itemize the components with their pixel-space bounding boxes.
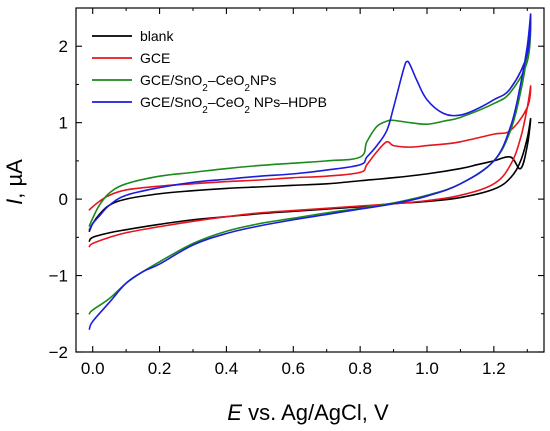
x-tick-label: 0.6: [281, 359, 305, 378]
y-tick-label: 0: [59, 190, 68, 209]
legend-label-part: NPs–HDPB: [250, 94, 327, 110]
legend-label-0: blank: [140, 28, 174, 44]
y-tick-label: 2: [59, 37, 68, 56]
legend-label-part: GCE/SnO: [140, 94, 202, 110]
legend-label-part: GCE: [140, 50, 170, 66]
x-tick-label: 0.2: [148, 359, 172, 378]
series-line-0: [88, 118, 532, 242]
y-axis-title-text: , µA: [2, 159, 27, 199]
legend-label-part: 2: [244, 83, 250, 94]
x-axis-title: E vs. Ag/AgCl, V: [227, 400, 389, 425]
series-line-3: [88, 13, 532, 330]
axis-ticks: 0.0 0.2 0.4 0.6 0.8 1.0 1.2 −2 −1 0 1 2: [49, 8, 544, 378]
y-axis-title-symbol: I: [2, 199, 27, 205]
x-tick-label: 0.4: [215, 359, 239, 378]
legend-label-part: 2: [202, 105, 208, 116]
y-tick-label: 1: [59, 114, 68, 133]
data-series: [88, 13, 532, 330]
x-tick-label: 1.0: [415, 359, 439, 378]
legend-label-2: GCE/SnO2–CeO2NPs: [140, 72, 276, 94]
x-tick-label: 1.2: [482, 359, 506, 378]
series-line-2: [88, 18, 532, 315]
x-axis-title-text: vs. Ag/AgCl, V: [242, 400, 389, 425]
legend-label-part: 2: [202, 83, 208, 94]
legend-label-part: –CeO: [208, 72, 245, 88]
legend-label-1: GCE: [140, 50, 170, 66]
plot-area-border: [75, 7, 545, 353]
y-axis-title: I, µA: [2, 159, 27, 205]
y-tick-label: −2: [49, 343, 68, 362]
x-axis-title-symbol: E: [227, 400, 242, 425]
legend-label-part: NPs: [250, 72, 276, 88]
plot-frame: [75, 7, 545, 353]
legend-label-3: GCE/SnO2–CeO2 NPs–HDPB: [140, 94, 327, 116]
legend-label-part: –CeO: [208, 94, 245, 110]
y-tick-label: −1: [49, 267, 68, 286]
legend-label-part: 2: [244, 105, 250, 116]
legend-label-part: blank: [140, 28, 174, 44]
x-tick-label: 0.8: [348, 359, 372, 378]
legend-label-part: GCE/SnO: [140, 72, 202, 88]
x-tick-label: 0.0: [81, 359, 105, 378]
series-line-1: [88, 85, 532, 248]
